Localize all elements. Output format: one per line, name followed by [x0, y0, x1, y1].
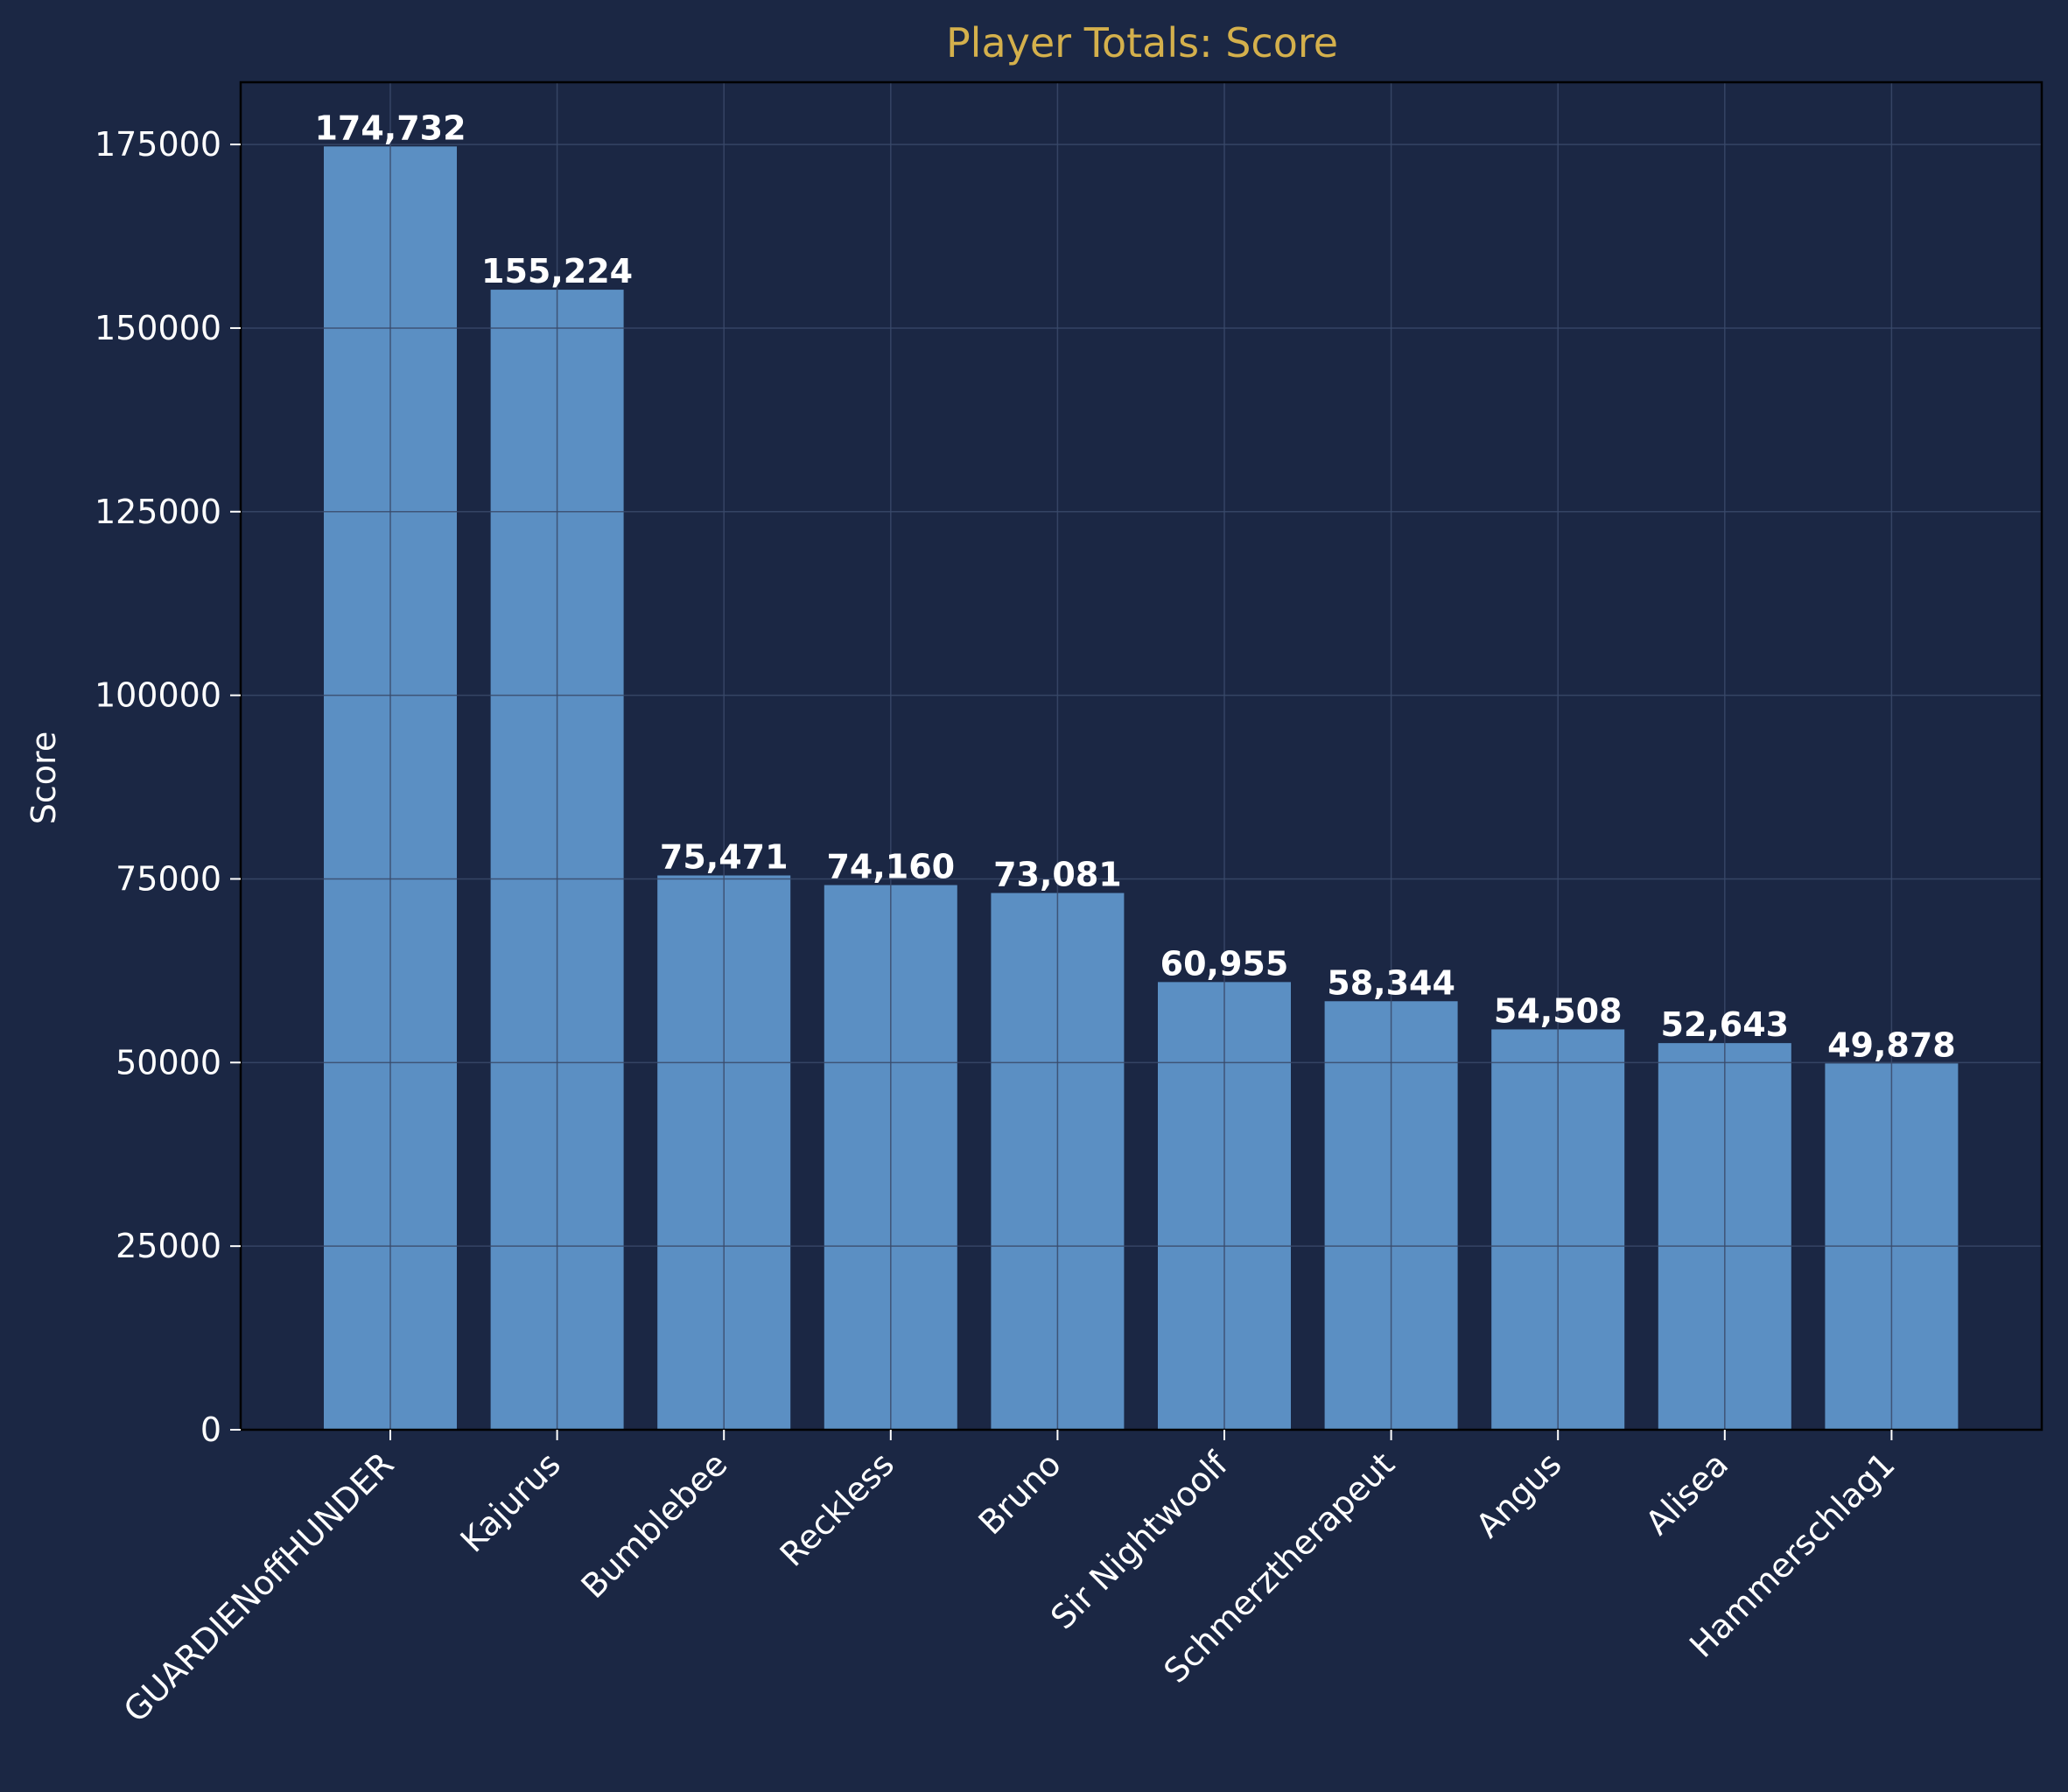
y-tick-label: 100000 [95, 676, 221, 715]
bar-value-label: 155,224 [481, 252, 633, 290]
y-tick-label: 150000 [95, 309, 221, 347]
axes-frame [239, 80, 2043, 1432]
y-tick-label: 50000 [116, 1043, 221, 1082]
bar-value-label: 174,732 [314, 108, 466, 147]
bar-value-label: 52,643 [1660, 1005, 1789, 1044]
bar-value-label: 49,878 [1827, 1026, 1956, 1064]
chart-title: Player Totals: Score [946, 19, 1338, 66]
bar-value-label: 73,081 [993, 856, 1122, 894]
y-tick-label: 0 [200, 1410, 221, 1449]
bar-value-label: 58,344 [1327, 963, 1455, 1002]
y-axis-label: Score [25, 732, 63, 824]
bar-value-label: 75,471 [660, 838, 789, 877]
bar-value-label: 54,508 [1494, 991, 1623, 1030]
y-tick-label: 75000 [116, 859, 221, 898]
y-tick-label: 25000 [116, 1227, 221, 1265]
y-tick-label: 175000 [95, 125, 221, 164]
y-tick-label: 125000 [95, 493, 221, 531]
bar-value-label: 60,955 [1160, 944, 1289, 983]
bar-value-label: 74,160 [826, 848, 955, 886]
